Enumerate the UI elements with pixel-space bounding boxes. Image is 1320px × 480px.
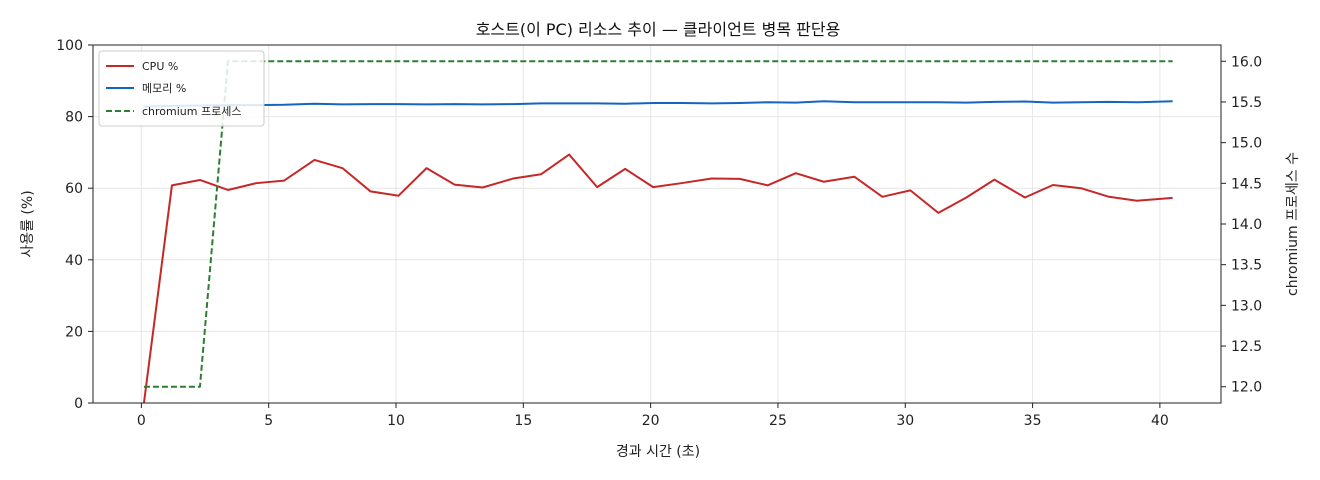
series-line-2: [143, 60, 1173, 388]
y2-tick-label: 15.0: [1231, 136, 1262, 152]
x-tick-label: 40: [1151, 413, 1169, 429]
ticks-layer: 0 5 10 15 20 25 30 35 40 0 20 40 60 80 100 12.0 12.5 13.0…: [56, 38, 1262, 429]
y-tick-label: 20: [65, 324, 83, 340]
y2-tick-label: 15.5: [1231, 95, 1262, 111]
y-tick-label: 100: [56, 38, 83, 54]
y2-tick-label: 12.5: [1231, 339, 1262, 355]
series-layer: [142, 60, 1173, 404]
y2-tick-label: 13.0: [1231, 298, 1262, 314]
x-tick-label: 25: [769, 413, 787, 429]
y-tick-label: 0: [74, 396, 83, 412]
legend-label-cpu: CPU %: [142, 60, 178, 73]
x-tick-label: 20: [642, 413, 660, 429]
y2-axis-title: chromium 프로세스 수: [1285, 152, 1301, 296]
series-line-1: [143, 100, 1173, 108]
x-axis-title: 경과 시간 (초): [616, 444, 700, 460]
legend: CPU % 메모리 % chromium 프로세스: [98, 50, 265, 127]
y2-tick-label: 14.0: [1231, 217, 1262, 233]
x-tick-label: 5: [264, 413, 273, 429]
x-tick-label: 30: [896, 413, 914, 429]
legend-box: [98, 50, 265, 127]
y-tick-label: 60: [65, 181, 83, 197]
y-tick-label: 40: [65, 253, 83, 269]
x-tick-label: 10: [387, 413, 405, 429]
series-line-0: [142, 153, 1173, 404]
legend-label-memory: 메모리 %: [142, 82, 186, 95]
chart-title: 호스트(이 PC) 리소스 추이 — 클라이언트 병목 판단용: [476, 20, 841, 39]
y2-tick-label: 14.5: [1231, 176, 1262, 192]
x-tick-label: 15: [514, 413, 532, 429]
y2-tick-label: 12.0: [1231, 380, 1262, 396]
y-axis-title: 사용률 (%): [20, 190, 36, 257]
y-tick-label: 80: [65, 110, 83, 126]
legend-label-chromium: chromium 프로세스: [142, 105, 241, 118]
x-tick-label: 0: [137, 413, 146, 429]
y2-tick-label: 16.0: [1231, 54, 1262, 70]
y2-tick-label: 13.5: [1231, 258, 1262, 274]
x-tick-label: 35: [1024, 413, 1042, 429]
